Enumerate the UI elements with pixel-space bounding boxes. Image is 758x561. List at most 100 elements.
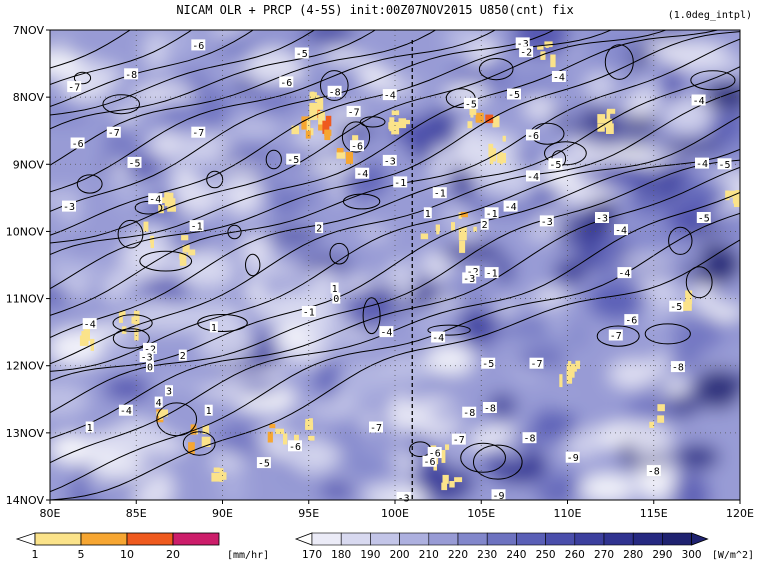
precip-patch: [134, 310, 140, 325]
x-tick-label: 115E: [640, 507, 668, 520]
precip-patch: [568, 361, 572, 374]
contour-label: 4: [156, 398, 162, 409]
olr-patch: [132, 84, 196, 106]
olr-patch: [153, 376, 212, 391]
contour-loop: [320, 70, 349, 101]
contour-label: -1: [486, 269, 498, 280]
contour-label-bg: [617, 267, 632, 279]
olr-patch: [228, 118, 282, 137]
contour-label: -4: [527, 172, 539, 183]
contour-label-bg: [330, 282, 339, 294]
contour-label: -7: [68, 83, 80, 94]
precip-patch: [657, 404, 665, 412]
precip-patch: [732, 193, 738, 204]
contour-loop: [112, 328, 150, 349]
contour-label-bg: [350, 140, 364, 152]
contour-label: -4: [615, 226, 627, 237]
contour-label: 1: [211, 323, 217, 334]
contour-label-bg: [355, 167, 370, 179]
contour-label-bg: [346, 105, 361, 117]
olr-patch: [554, 229, 588, 246]
precip-patch: [475, 112, 484, 123]
olr-patch: [181, 69, 207, 93]
contour-label: -5: [287, 155, 299, 166]
precip-patch: [305, 422, 314, 430]
contour-label-bg: [294, 47, 309, 59]
precip-patch: [317, 96, 324, 110]
olr-bar-label: 180: [331, 549, 351, 561]
contour-label: -1: [486, 209, 498, 220]
olr-patch: [308, 266, 340, 306]
contour-label: -1: [394, 178, 406, 189]
contour-loop: [668, 226, 693, 255]
olr-bar-segment: [603, 532, 634, 546]
contour-line: [50, 89, 740, 365]
contour-label: 2: [482, 220, 488, 231]
precip-patch: [559, 374, 563, 388]
olr-colorbar: 170 180 190 200 210 220 230 240 250 260 270 280 290 3…: [294, 532, 754, 561]
contour-label: -7: [108, 128, 120, 139]
precip-patch: [171, 198, 176, 206]
olr-bar-segment: [574, 532, 605, 546]
olr-patch: [668, 377, 687, 395]
contour-label-bg: [396, 492, 411, 503]
contour-label: -6: [527, 131, 539, 142]
olr-patch: [532, 333, 590, 349]
precipitation-colorbar: 1 5 10 20 [mm/hr]: [15, 532, 269, 561]
olr-patch: [301, 30, 355, 44]
contour-label: -4: [618, 269, 630, 280]
olr-patch: [703, 81, 740, 111]
precipitation-shading: [79, 41, 740, 491]
contour-label-bg: [595, 212, 609, 223]
olr-bar-label: 270: [594, 549, 614, 561]
contour-label-bg: [481, 357, 496, 369]
contour-label: 1: [425, 209, 431, 220]
contour-label: -4: [432, 333, 444, 344]
precip-patch: [537, 45, 544, 50]
olr-patch: [643, 297, 664, 331]
contour-label-bg: [717, 158, 732, 170]
olr-patch: [252, 293, 320, 326]
olr-bar-label: 280: [623, 549, 643, 561]
precip-patch: [179, 253, 185, 260]
contour-label: -5: [670, 302, 682, 313]
contour-label: -4: [693, 96, 705, 107]
olr-patch: [562, 102, 585, 125]
contour-label-bg: [696, 212, 711, 223]
olr-patch: [724, 207, 740, 249]
olr-bar-segment: [662, 532, 692, 546]
x-tick-label: 90E: [212, 507, 233, 520]
contour-label-bg: [482, 402, 497, 413]
precip-patch: [202, 425, 210, 435]
precip-patch: [683, 301, 692, 311]
contour-label-bg: [422, 455, 437, 467]
contour-label: -8: [672, 363, 684, 374]
interpolation-note: (1.0deg_intpl): [668, 10, 752, 21]
precip-patch: [182, 244, 190, 253]
contour-label: 0: [333, 294, 339, 305]
contour-label-bg: [484, 207, 499, 219]
contour-label-bg: [670, 361, 685, 373]
x-tick-label: 105E: [467, 507, 495, 520]
olr-patch: [336, 372, 389, 404]
olr-patch: [218, 147, 276, 163]
olr-patch: [210, 450, 246, 473]
olr-patch: [523, 94, 556, 120]
olr-patch: [285, 409, 305, 448]
chart-title: NICAM OLR + PRCP (4-5S) init:00Z07NOV201…: [176, 3, 573, 17]
olr-bar-label: 260: [565, 549, 585, 561]
precip-patch: [458, 212, 462, 219]
contour-loop: [156, 402, 198, 437]
precip-patch: [391, 110, 400, 116]
contour-label-bg: [480, 218, 489, 230]
olr-patch: [425, 344, 474, 376]
x-axis: 80E 85E 90E 95E 100E 105E 110E 115E 120E: [40, 500, 754, 520]
contour-loop: [690, 70, 736, 91]
olr-bar-segment: [545, 532, 576, 546]
contour-line: [50, 30, 668, 244]
contour-line: [50, 30, 255, 107]
olr-patch: [608, 360, 659, 389]
olr-bar-arrow-right: [691, 532, 709, 546]
contour-label-bg: [465, 265, 480, 277]
contour-label-bg: [204, 404, 213, 416]
